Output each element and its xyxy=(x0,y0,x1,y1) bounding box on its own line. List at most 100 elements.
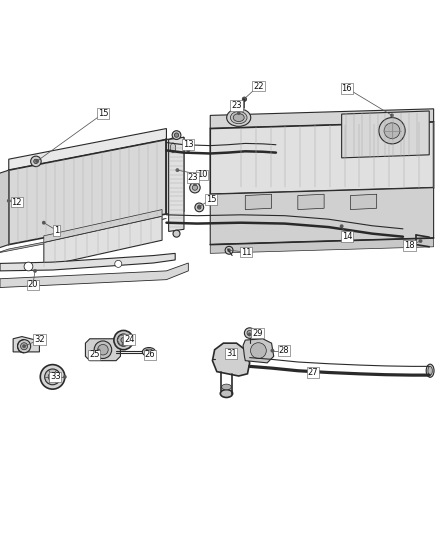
Polygon shape xyxy=(169,138,184,231)
Text: 26: 26 xyxy=(145,351,155,359)
Text: 15: 15 xyxy=(98,109,108,118)
Ellipse shape xyxy=(220,390,233,398)
Text: 16: 16 xyxy=(342,84,352,93)
Ellipse shape xyxy=(170,143,176,152)
Circle shape xyxy=(169,138,182,150)
Circle shape xyxy=(390,114,394,117)
Ellipse shape xyxy=(230,111,247,124)
Circle shape xyxy=(115,260,122,268)
Polygon shape xyxy=(210,109,434,128)
Circle shape xyxy=(34,159,38,164)
Circle shape xyxy=(198,205,201,208)
Circle shape xyxy=(187,149,190,152)
Polygon shape xyxy=(85,339,120,361)
Ellipse shape xyxy=(142,348,155,356)
Polygon shape xyxy=(243,339,274,363)
Circle shape xyxy=(227,248,231,252)
Circle shape xyxy=(251,343,266,359)
Circle shape xyxy=(173,230,180,237)
Polygon shape xyxy=(44,216,162,266)
Text: 1: 1 xyxy=(54,226,60,235)
Circle shape xyxy=(63,375,67,378)
Polygon shape xyxy=(342,111,429,158)
Ellipse shape xyxy=(426,364,434,377)
Ellipse shape xyxy=(233,114,244,122)
Text: 27: 27 xyxy=(308,368,318,377)
Circle shape xyxy=(48,373,57,381)
Circle shape xyxy=(198,206,201,209)
Text: 12: 12 xyxy=(11,198,22,207)
Circle shape xyxy=(21,343,28,350)
Text: 28: 28 xyxy=(279,346,289,355)
Circle shape xyxy=(33,269,37,273)
Circle shape xyxy=(31,156,41,167)
Circle shape xyxy=(242,97,247,101)
Circle shape xyxy=(40,365,65,389)
Text: 33: 33 xyxy=(50,373,60,382)
Circle shape xyxy=(192,185,198,190)
Text: 15: 15 xyxy=(206,195,216,204)
Circle shape xyxy=(193,182,197,186)
Polygon shape xyxy=(245,194,272,209)
Circle shape xyxy=(117,334,130,346)
Circle shape xyxy=(94,341,112,359)
Polygon shape xyxy=(0,219,166,253)
Circle shape xyxy=(309,368,313,371)
Circle shape xyxy=(237,111,240,115)
Circle shape xyxy=(340,224,343,228)
Text: 22: 22 xyxy=(253,82,264,91)
Text: 24: 24 xyxy=(124,335,134,344)
Circle shape xyxy=(384,123,400,139)
Text: 10: 10 xyxy=(197,171,208,180)
Circle shape xyxy=(35,159,39,163)
Circle shape xyxy=(243,97,246,101)
Circle shape xyxy=(419,239,422,243)
Polygon shape xyxy=(0,170,9,249)
Text: 11: 11 xyxy=(241,247,251,256)
Circle shape xyxy=(42,221,46,224)
Circle shape xyxy=(226,354,230,358)
Polygon shape xyxy=(9,128,166,170)
Text: 23: 23 xyxy=(231,101,242,110)
Text: 32: 32 xyxy=(34,335,45,344)
Text: 20: 20 xyxy=(28,280,38,289)
Circle shape xyxy=(172,141,178,147)
Circle shape xyxy=(18,340,31,353)
Ellipse shape xyxy=(227,109,251,126)
Circle shape xyxy=(173,203,177,207)
Ellipse shape xyxy=(145,349,153,355)
Circle shape xyxy=(248,333,251,336)
Circle shape xyxy=(170,200,180,211)
Circle shape xyxy=(98,344,108,355)
Circle shape xyxy=(190,182,200,193)
Ellipse shape xyxy=(267,144,272,154)
Circle shape xyxy=(22,344,26,348)
Circle shape xyxy=(114,330,133,350)
Circle shape xyxy=(244,328,255,338)
Circle shape xyxy=(24,262,33,271)
Polygon shape xyxy=(210,238,434,253)
Polygon shape xyxy=(298,194,324,209)
Circle shape xyxy=(172,131,181,140)
Polygon shape xyxy=(44,209,162,243)
Circle shape xyxy=(174,133,179,138)
Polygon shape xyxy=(0,253,175,271)
Polygon shape xyxy=(350,194,377,209)
Polygon shape xyxy=(13,336,39,352)
Polygon shape xyxy=(210,122,434,194)
Circle shape xyxy=(379,118,405,144)
Circle shape xyxy=(225,246,233,254)
Text: 25: 25 xyxy=(89,351,99,359)
Polygon shape xyxy=(212,343,250,376)
Text: 14: 14 xyxy=(342,232,352,241)
Polygon shape xyxy=(9,140,166,245)
Circle shape xyxy=(97,349,100,352)
Polygon shape xyxy=(0,263,188,287)
Polygon shape xyxy=(210,188,434,245)
Circle shape xyxy=(195,203,204,212)
Circle shape xyxy=(176,168,179,172)
Text: 13: 13 xyxy=(183,140,194,149)
Ellipse shape xyxy=(428,366,432,375)
Circle shape xyxy=(271,349,274,352)
Circle shape xyxy=(7,199,11,203)
